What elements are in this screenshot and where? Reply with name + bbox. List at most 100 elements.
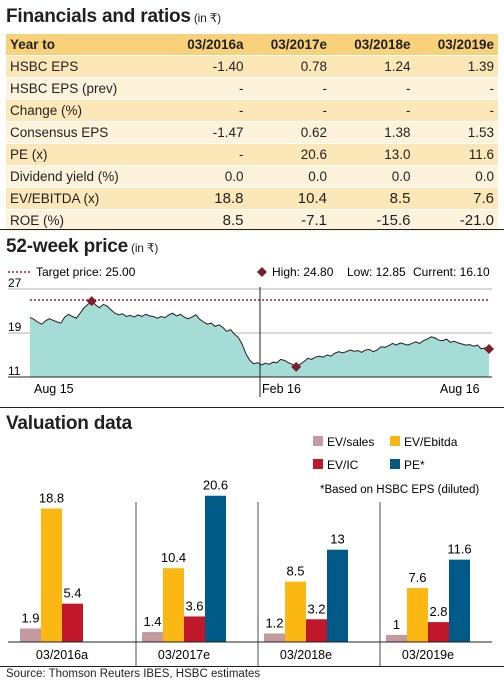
- bar-value-label: 5.4: [63, 586, 81, 601]
- header-cell: Year to: [6, 34, 164, 56]
- bar: [142, 632, 163, 642]
- cell: 0.0: [331, 165, 415, 188]
- cell: -1.47: [164, 121, 248, 144]
- legend-swatch: [390, 436, 400, 446]
- source-divider: [0, 666, 504, 667]
- bar-value-label: 10.4: [161, 550, 186, 565]
- y-tick-label: 27: [8, 276, 22, 290]
- row-label: Consensus EPS: [6, 121, 164, 144]
- legend-label: PE*: [404, 458, 425, 472]
- bar-value-label: 1.4: [143, 614, 161, 629]
- bar-value-label: 13: [330, 532, 344, 547]
- y-tick-label: 11: [8, 364, 21, 378]
- cell: 0.0: [164, 165, 248, 188]
- category-label: 03/2017e: [158, 648, 210, 662]
- valuation-chart: EV/sales EV/Ebitda EV/IC PE* *Based on HSBC…: [8, 435, 492, 666]
- high-low-marker-icon: [257, 267, 267, 277]
- row-label: PE (x): [6, 143, 164, 166]
- valuation-title-text: Valuation data: [6, 413, 133, 434]
- bar: [407, 588, 428, 642]
- high-marker: [86, 296, 97, 307]
- header-cell: 03/2019e: [414, 34, 498, 56]
- price-unit: (in ₹): [131, 241, 159, 255]
- bar: [20, 628, 41, 642]
- table-row: Consensus EPS -1.47 0.62 1.38 1.53: [6, 121, 498, 144]
- bar-value-label: 1.9: [21, 611, 39, 626]
- bar-value-label: 20.6: [203, 478, 228, 493]
- x-tick-label: Feb 16: [262, 382, 301, 396]
- cell: -: [331, 77, 415, 100]
- bar-value-label: 3.2: [307, 601, 325, 616]
- cell: 10.4: [247, 187, 331, 210]
- bar: [264, 633, 285, 642]
- category-label: 03/2019e: [402, 648, 454, 662]
- cell: 1.38: [331, 121, 415, 144]
- cell: 20.6: [247, 143, 331, 166]
- row-label: Dividend yield (%): [6, 165, 164, 188]
- legend-swatch: [390, 459, 400, 469]
- financials-unit: (in ₹): [193, 11, 221, 25]
- row-label: HSBC EPS (prev): [6, 77, 164, 100]
- bar-value-label: 1: [393, 617, 400, 632]
- bar: [306, 619, 327, 642]
- price-plot: 11 19 27 Aug 15 Feb 16 Aug 16: [8, 276, 494, 397]
- table-row: HSBC EPS -1.40 0.78 1.24 1.39: [6, 55, 498, 78]
- category-label: 03/2016a: [36, 648, 88, 662]
- price-area: [30, 301, 489, 377]
- valuation-footnote: *Based on HSBC EPS (diluted): [320, 484, 479, 496]
- bar-value-label: 2.8: [429, 604, 447, 619]
- price-title: 52-week price (in ₹): [6, 236, 158, 258]
- bar: [184, 616, 205, 642]
- row-label: EV/EBITDA (x): [6, 187, 164, 210]
- bar-value-label: 18.8: [39, 491, 64, 506]
- price-chart: Target price: 25.00 High: 24.80 Low: 12.…: [8, 265, 494, 397]
- cell: 13.0: [331, 143, 415, 166]
- current-legend-label: Current: 16.10: [413, 265, 490, 279]
- cell: -: [164, 77, 248, 100]
- legend-label: EV/sales: [327, 435, 374, 449]
- bar: [41, 508, 62, 642]
- cell: 1.39: [414, 55, 498, 78]
- low-marker: [291, 361, 302, 372]
- header-cell: 03/2017e: [247, 34, 331, 56]
- bar-value-label: 7.6: [408, 570, 426, 585]
- cell: -: [164, 99, 248, 122]
- table-row: Dividend yield (%) 0.0 0.0 0.0 0.0: [6, 165, 498, 188]
- row-label: ROE (%): [6, 209, 164, 232]
- header-cell: 03/2018e: [331, 34, 415, 56]
- price-title-text: 52-week price: [6, 236, 129, 257]
- cell: 11.6: [414, 143, 498, 166]
- row-label: Change (%): [6, 99, 164, 122]
- cell: -: [247, 99, 331, 122]
- cell: 7.6: [414, 187, 498, 210]
- y-tick-label: 19: [8, 320, 22, 334]
- legend-swatch: [313, 436, 323, 446]
- cell: 8.5: [164, 209, 248, 232]
- bar: [327, 549, 348, 642]
- financials-title: Financials and ratios (in ₹): [6, 6, 221, 28]
- cell: 18.8: [164, 187, 248, 210]
- cell: 1.24: [331, 55, 415, 78]
- bar: [386, 634, 407, 642]
- cell: 1.53: [414, 121, 498, 144]
- table-row: Change (%) - - - -: [6, 99, 498, 122]
- cell: -21.0: [414, 209, 498, 232]
- financials-title-text: Financials and ratios: [6, 6, 191, 27]
- cell: 0.78: [247, 55, 331, 78]
- source-note: Source: Thomson Reuters IBES, HSBC estim…: [6, 668, 261, 680]
- current-marker: [484, 343, 494, 354]
- bar-value-label: 8.5: [286, 564, 304, 579]
- financials-header-row: Year to 03/2016a 03/2017e 03/2018e 03/20…: [6, 34, 498, 56]
- legend-swatch: [313, 459, 323, 469]
- cell: 0.0: [414, 165, 498, 188]
- bar: [163, 568, 184, 642]
- valuation-title: Valuation data: [6, 413, 132, 435]
- row-label: HSBC EPS: [6, 55, 164, 78]
- table-row: HSBC EPS (prev) - - - -: [6, 77, 498, 100]
- x-tick-label: Aug 15: [34, 382, 74, 396]
- bar: [285, 581, 306, 642]
- bar-value-label: 1.2: [265, 615, 283, 630]
- bar-value-label: 3.6: [185, 598, 203, 613]
- cell: 0.62: [247, 121, 331, 144]
- cell: -: [414, 77, 498, 100]
